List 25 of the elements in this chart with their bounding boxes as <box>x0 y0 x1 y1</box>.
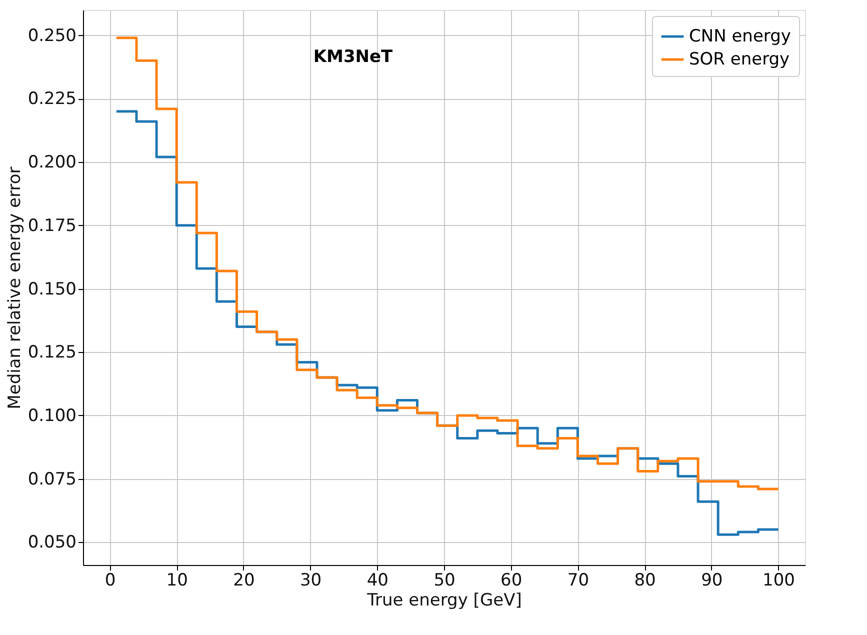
x-tick-label: 10 <box>166 570 188 590</box>
x-tick-label: 80 <box>634 570 656 590</box>
x-tick-label: 30 <box>300 570 322 590</box>
x-tick-label: 70 <box>567 570 590 590</box>
y-tick-label: 0.100 <box>28 406 76 426</box>
y-axis-title: Median relative energy error <box>4 166 25 410</box>
y-tick-label: 0.075 <box>28 469 76 490</box>
y-tick-label: 0.200 <box>28 152 76 173</box>
y-tick-label: 0.225 <box>28 89 76 110</box>
y-tick-label: 0.050 <box>28 532 76 553</box>
x-tick-label: 100 <box>762 570 795 590</box>
y-tick-label: 0.150 <box>28 279 76 300</box>
y-tick-label: 0.175 <box>28 216 76 236</box>
x-axis-title: True energy [GeV] <box>366 590 522 610</box>
x-tick-label: 0 <box>104 570 116 590</box>
annotation: KM3NeT <box>313 47 394 67</box>
x-tick-label: 20 <box>233 570 255 590</box>
x-tick-label: 60 <box>500 570 522 590</box>
legend-label: SOR energy <box>689 50 790 70</box>
x-tick-label: 90 <box>701 570 723 590</box>
y-tick-label: 0.250 <box>28 26 76 46</box>
x-tick-label: 50 <box>434 570 456 590</box>
x-tick-label: 40 <box>366 570 388 590</box>
y-tick-label: 0.125 <box>28 342 76 363</box>
legend-label: CNN energy <box>689 26 791 46</box>
